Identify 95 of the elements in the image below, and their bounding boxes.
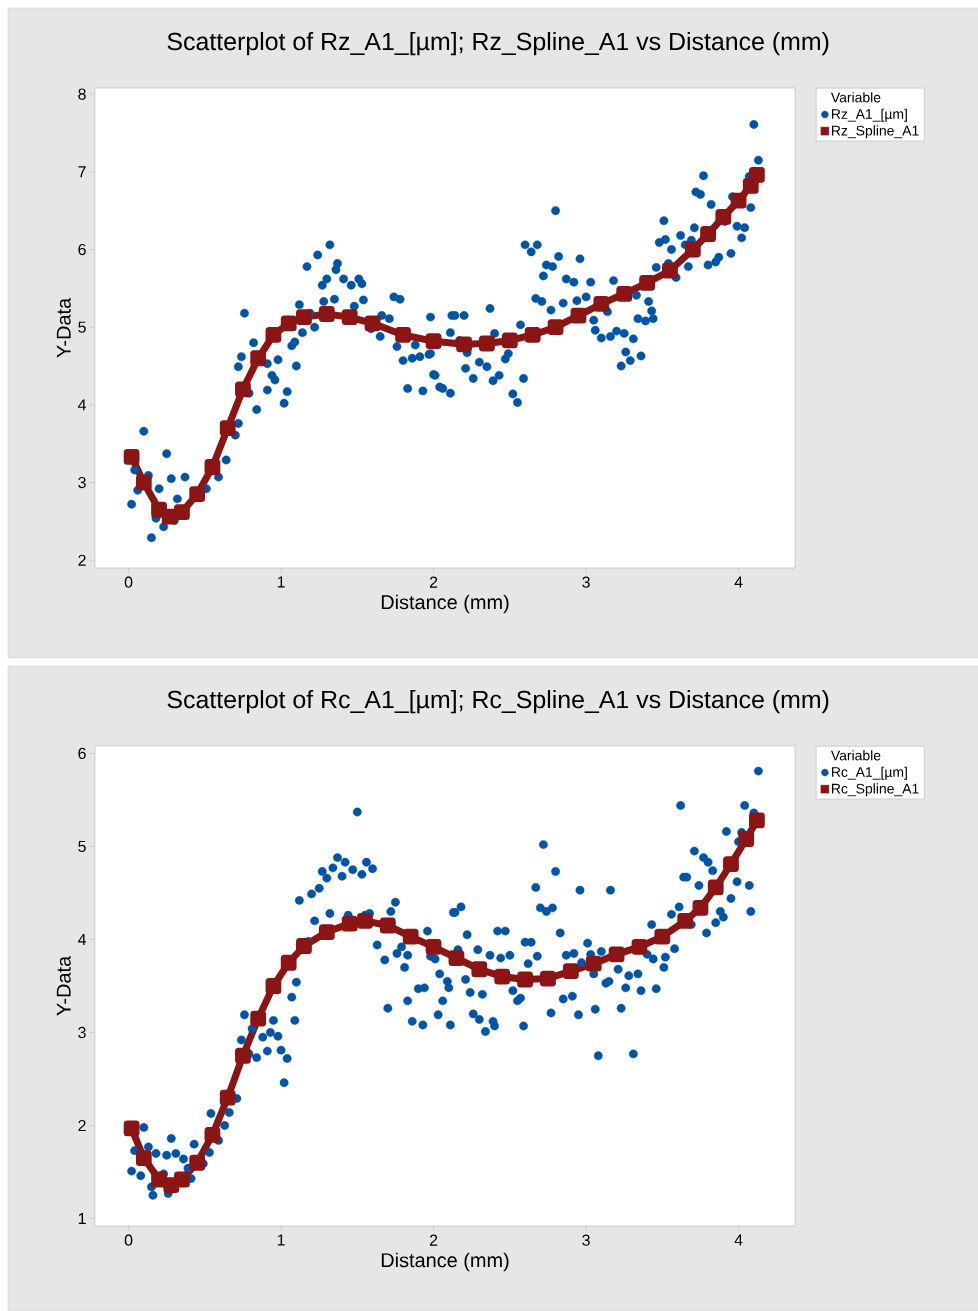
y-tick-label: 2 [78, 554, 86, 566]
point [163, 1177, 180, 1193]
x-tick-label: 0 [124, 1234, 133, 1246]
point [265, 327, 282, 343]
y-tick-label: 3 [78, 1026, 86, 1039]
point [135, 1150, 152, 1166]
point [742, 177, 759, 194]
point [161, 508, 178, 525]
legend-label: Rc_Spline_A1 [832, 783, 919, 797]
legend-label: Rz_Spline_A1 [832, 125, 919, 139]
point [123, 449, 140, 465]
point [639, 275, 655, 291]
x-tick-label: 0 [124, 576, 133, 588]
point [151, 1171, 167, 1188]
point [608, 946, 625, 963]
point [730, 192, 747, 209]
point [341, 309, 358, 325]
point [517, 971, 533, 988]
point [250, 1010, 267, 1027]
y-tick-label: 7 [78, 166, 86, 178]
y-tick-label: 4 [77, 933, 87, 945]
point [501, 332, 518, 349]
point [692, 899, 709, 916]
point [296, 938, 312, 954]
y-tick-label: 3 [78, 476, 86, 489]
point [189, 486, 206, 503]
y-tick-label: 8 [78, 88, 86, 100]
point [707, 879, 724, 896]
point [123, 1120, 140, 1137]
point [296, 309, 312, 325]
point [235, 381, 251, 398]
y-tick-label: 5 [78, 840, 86, 853]
point [471, 961, 488, 978]
point [204, 1126, 221, 1143]
y-tick-label: 1 [78, 1213, 86, 1225]
point [654, 928, 671, 945]
point [219, 420, 236, 437]
point [318, 306, 335, 322]
x-tick-label: 3 [582, 1234, 590, 1246]
point [379, 917, 396, 934]
point [280, 954, 297, 971]
point [616, 285, 633, 302]
point [235, 1047, 251, 1064]
point [562, 963, 579, 979]
x-tick-label: 1 [277, 576, 285, 588]
x-tick-label: 4 [734, 1234, 743, 1246]
x-tick-label: 4 [734, 576, 743, 588]
point [402, 928, 419, 945]
y-axis-title: Y-Data [56, 297, 71, 358]
x-tick-label: 2 [429, 576, 438, 588]
point [631, 939, 648, 955]
x-tick-label: 3 [582, 576, 590, 588]
y-tick-label: 5 [78, 321, 86, 333]
point [662, 262, 678, 279]
y-tick-label: 6 [78, 747, 86, 760]
point [540, 970, 556, 987]
y-tick-label: 2 [78, 1119, 86, 1132]
point [570, 307, 587, 324]
point [174, 1171, 190, 1188]
chart-title: Scatterplot of Rc_A1_[µm]; Rc_Spline_A1 vs Distance (mm) [167, 689, 829, 714]
point [715, 209, 732, 225]
y-axis-title: Y-Data [56, 955, 71, 1016]
point [723, 856, 739, 873]
point [585, 955, 602, 972]
point [219, 1089, 236, 1106]
y-tick-label: 6 [78, 243, 86, 256]
legend-title: Variable [830, 750, 881, 761]
point [700, 226, 716, 242]
y-tick-label: 4 [77, 399, 87, 411]
point [204, 459, 221, 475]
chart-title: Scatterplot of Rz_A1_[µm]; Rz_Spline_A1 vs Distance (mm) [167, 31, 829, 56]
point [425, 939, 442, 955]
point [425, 333, 442, 350]
legend-title: Variable [830, 92, 881, 103]
point [189, 1154, 206, 1171]
point [395, 327, 411, 343]
point [250, 350, 267, 367]
point [677, 912, 694, 929]
x-tick-label: 2 [429, 1234, 438, 1246]
legend-label: Rz_A1_[µm] [832, 108, 907, 122]
point [364, 315, 381, 332]
point [280, 315, 297, 332]
point [265, 978, 282, 994]
x-tick-label: 1 [277, 1234, 285, 1246]
point [494, 968, 511, 985]
point [547, 319, 564, 336]
point [174, 504, 190, 520]
x-axis-title: Distance (mm) [381, 594, 509, 614]
point [593, 295, 610, 312]
legend-label: Rc_A1_[µm] [832, 766, 907, 780]
point [479, 335, 495, 352]
x-axis-title: Distance (mm) [381, 1252, 509, 1272]
point [524, 327, 541, 343]
point [318, 924, 335, 940]
point [748, 167, 765, 183]
